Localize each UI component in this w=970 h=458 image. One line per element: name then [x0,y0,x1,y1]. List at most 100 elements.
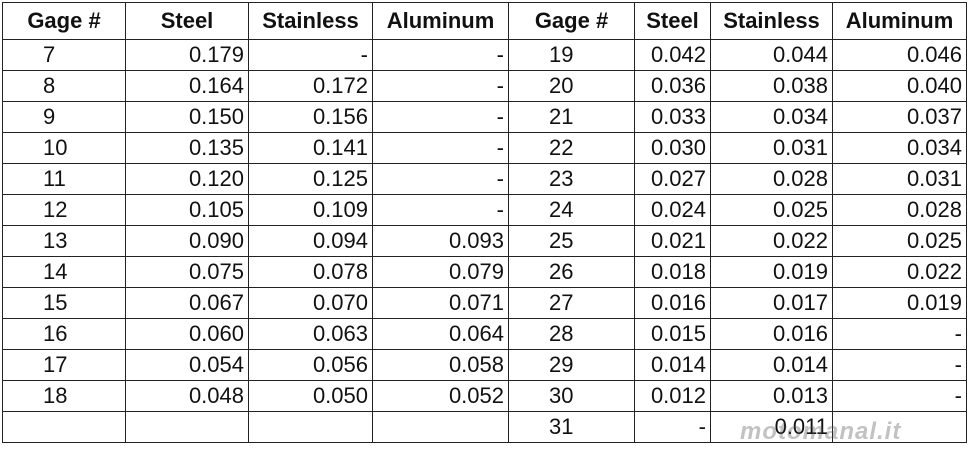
gage-cell [2,411,126,443]
value-cell: 0.046 [832,39,967,71]
value-cell: 0.179 [125,39,249,71]
gage-cell: 19 [508,39,635,71]
gage-cell: 12 [2,194,126,226]
gage-cell: 24 [508,194,635,226]
table-row: 13 0.090 0.094 0.093 25 0.021 0.022 0.025 [2,225,967,257]
value-cell: 0.090 [125,225,249,257]
value-cell: 0.019 [710,256,833,288]
value-cell: 0.141 [248,132,373,164]
value-cell: 0.028 [832,194,967,226]
value-cell: 0.014 [710,349,833,381]
value-cell: 0.071 [372,287,509,319]
value-cell [372,411,509,443]
value-cell: 0.075 [125,256,249,288]
value-cell: 0.034 [832,132,967,164]
column-header: Aluminum [372,2,509,40]
gage-cell: 27 [508,287,635,319]
value-cell: - [832,318,967,350]
gage-cell: 20 [508,70,635,102]
value-cell: 0.017 [710,287,833,319]
gage-cell: 29 [508,349,635,381]
value-cell: - [372,39,509,71]
value-cell: 0.125 [248,163,373,195]
value-cell: 0.036 [634,70,711,102]
table-row: 17 0.054 0.056 0.058 29 0.014 0.014- [2,349,967,381]
column-header: Gage # [508,2,635,40]
header-row: Gage # Steel Stainless Aluminum Gage # Steel S… [2,2,967,40]
gage-cell: 16 [2,318,126,350]
column-header: Gage # [2,2,126,40]
value-cell: 0.105 [125,194,249,226]
value-cell: 0.025 [710,194,833,226]
value-cell: 0.050 [248,380,373,412]
table-row: 31-0.011 [2,411,967,443]
value-cell: 0.079 [372,256,509,288]
value-cell: 0.120 [125,163,249,195]
table-row: 15 0.067 0.070 0.071 27 0.016 0.017 0.019 [2,287,967,319]
gage-cell: 14 [2,256,126,288]
table-row: 16 0.060 0.063 0.064 28 0.015 0.016- [2,318,967,350]
value-cell: 0.070 [248,287,373,319]
value-cell: 0.063 [248,318,373,350]
column-header: Stainless [248,2,373,40]
value-cell: 0.019 [832,287,967,319]
value-cell: - [372,101,509,133]
value-cell: 0.013 [710,380,833,412]
gage-cell: 13 [2,225,126,257]
column-header: Steel [125,2,249,40]
gage-cell: 7 [2,39,126,71]
value-cell: 0.172 [248,70,373,102]
gage-cell: 23 [508,163,635,195]
value-cell: 0.052 [372,380,509,412]
value-cell: 0.018 [634,256,711,288]
value-cell: 0.058 [372,349,509,381]
table-row: 14 0.075 0.078 0.079 26 0.018 0.019 0.022 [2,256,967,288]
value-cell: 0.038 [710,70,833,102]
table-row: 18 0.048 0.050 0.052 30 0.012 0.013- [2,380,967,412]
value-cell: 0.016 [710,318,833,350]
value-cell: - [832,380,967,412]
column-header: Aluminum [832,2,967,40]
value-cell: 0.022 [832,256,967,288]
value-cell: 0.040 [832,70,967,102]
table-row: 11 0.120 0.125-23 0.027 0.028 0.031 [2,163,967,195]
value-cell: 0.034 [710,101,833,133]
value-cell [248,411,373,443]
value-cell: 0.015 [634,318,711,350]
gage-cell: 10 [2,132,126,164]
gage-cell: 26 [508,256,635,288]
table-row: 10 0.135 0.141-22 0.030 0.031 0.034 [2,132,967,164]
value-cell: 0.078 [248,256,373,288]
value-cell: 0.048 [125,380,249,412]
value-cell: 0.060 [125,318,249,350]
value-cell: 0.031 [832,163,967,195]
gage-cell: 17 [2,349,126,381]
value-cell: 0.014 [634,349,711,381]
value-cell: 0.042 [634,39,711,71]
value-cell: 0.044 [710,39,833,71]
value-cell: 0.011 [710,411,833,443]
value-cell: 0.067 [125,287,249,319]
value-cell: 0.094 [248,225,373,257]
value-cell: - [372,194,509,226]
value-cell: 0.156 [248,101,373,133]
value-cell: 0.024 [634,194,711,226]
value-cell: - [372,132,509,164]
value-cell: 0.016 [634,287,711,319]
gage-cell: 15 [2,287,126,319]
table-row: 12 0.105 0.109-24 0.024 0.025 0.028 [2,194,967,226]
gage-table: Gage # Steel Stainless Aluminum Gage # Steel S… [2,2,967,443]
gage-cell: 11 [2,163,126,195]
value-cell: 0.064 [372,318,509,350]
gage-cell: 21 [508,101,635,133]
value-cell: 0.028 [710,163,833,195]
value-cell: - [832,349,967,381]
value-cell: 0.135 [125,132,249,164]
value-cell: 0.150 [125,101,249,133]
value-cell [125,411,249,443]
table-row: 8 0.164 0.172-20 0.036 0.038 0.040 [2,70,967,102]
table-row: 9 0.150 0.156-21 0.033 0.034 0.037 [2,101,967,133]
column-header: Stainless [710,2,833,40]
gage-cell: 9 [2,101,126,133]
gage-cell: 8 [2,70,126,102]
